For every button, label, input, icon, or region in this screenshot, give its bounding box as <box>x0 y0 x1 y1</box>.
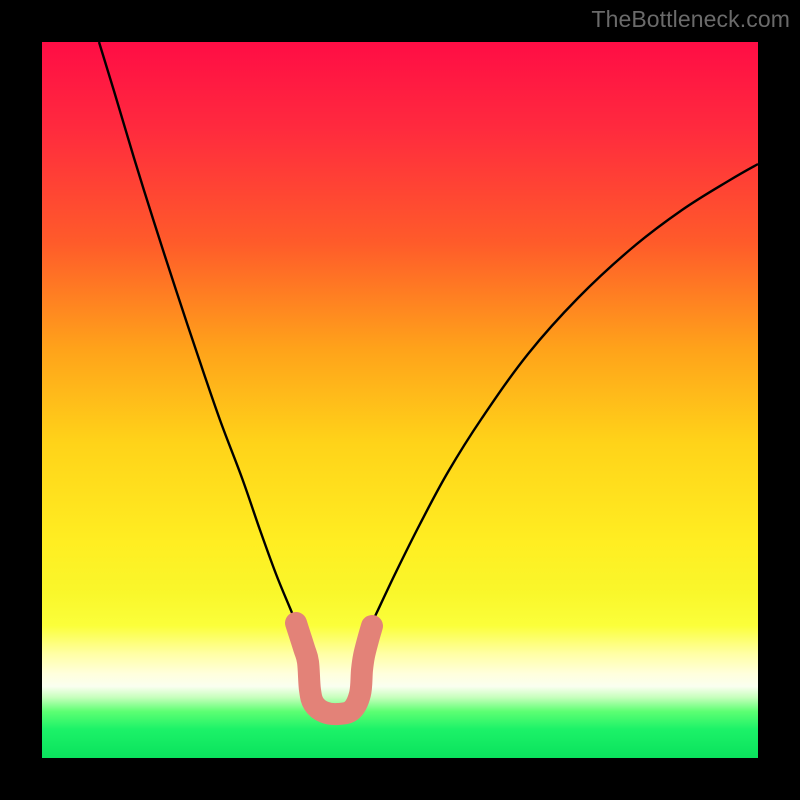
curve-right-branch <box>358 164 758 650</box>
curve-layer <box>42 42 758 758</box>
curve-marker-1 <box>301 646 321 674</box>
curve-marker-0 <box>294 618 314 646</box>
curve-marker-3 <box>356 642 374 666</box>
curve-left-branch <box>99 42 308 650</box>
plot-area <box>42 42 758 758</box>
watermark-text: TheBottleneck.com <box>591 6 790 33</box>
